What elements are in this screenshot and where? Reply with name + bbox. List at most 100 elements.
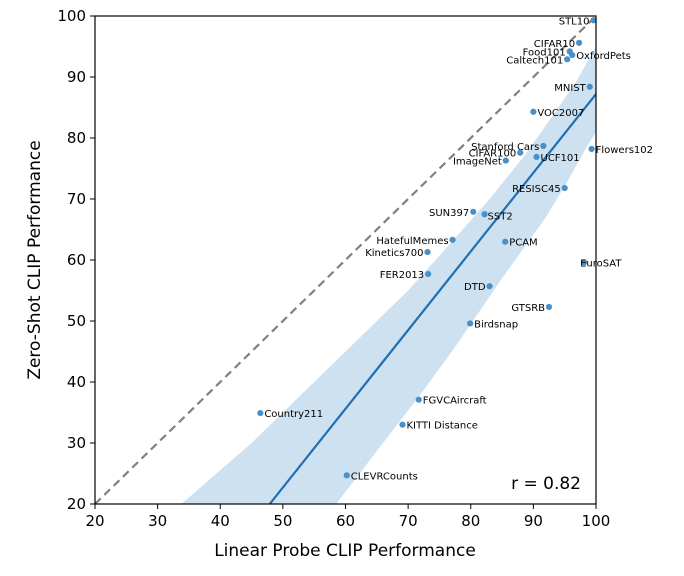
data-point bbox=[586, 83, 593, 90]
data-point-label: Flowers102 bbox=[596, 145, 653, 156]
data-point bbox=[399, 421, 406, 428]
x-tick-label: 50 bbox=[273, 512, 292, 530]
regression-fit-line bbox=[268, 93, 596, 504]
data-point-label: HatefulMemes bbox=[376, 236, 448, 247]
data-point-group: CLEVRCounts bbox=[343, 471, 418, 482]
data-point-label: EuroSAT bbox=[580, 258, 622, 269]
data-point-label: SST2 bbox=[488, 211, 513, 222]
data-point-group: STL10 bbox=[559, 16, 597, 27]
x-tick-label: 70 bbox=[399, 512, 418, 530]
data-point-label: ImageNet bbox=[453, 157, 502, 168]
data-point-label: Country211 bbox=[264, 409, 323, 420]
data-point-label: OxfordPets bbox=[576, 51, 631, 62]
x-tick-label: 80 bbox=[461, 512, 480, 530]
data-point bbox=[343, 472, 350, 479]
data-point bbox=[540, 142, 547, 150]
axis-labels: Linear Probe CLIP Performance Zero-Shot … bbox=[25, 140, 581, 561]
data-point bbox=[533, 153, 540, 161]
data-point-label: KITTI Distance bbox=[406, 421, 477, 432]
data-point-label: Stanford Cars bbox=[471, 142, 539, 153]
y-tick-label: 60 bbox=[67, 251, 86, 269]
data-point-label: CIFAR10 bbox=[534, 39, 575, 50]
data-point-group: Birdsnap bbox=[467, 319, 518, 330]
x-tick-label: 30 bbox=[148, 512, 167, 530]
data-point bbox=[486, 283, 493, 290]
data-point-group: OxfordPets bbox=[569, 51, 631, 62]
data-point bbox=[467, 320, 474, 327]
axis-ticks: 20 30 40 50 60 70 80 90 100 20 30 40 50 60 70 80 90 100 bbox=[57, 7, 610, 530]
data-point-group: ImageNet bbox=[453, 157, 509, 168]
data-point-group: CIFAR100 bbox=[469, 149, 524, 160]
x-axis-title: Linear Probe CLIP Performance bbox=[214, 541, 476, 561]
data-point-label: Caltech101 bbox=[506, 55, 563, 66]
data-point bbox=[481, 211, 488, 218]
data-point-group: HatefulMemes bbox=[376, 236, 456, 247]
data-point bbox=[530, 108, 537, 115]
confidence-band bbox=[181, 46, 596, 504]
data-point-group: CIFAR10 bbox=[534, 39, 583, 50]
data-point-label: SUN397 bbox=[429, 208, 469, 219]
data-point-label: GTSRB bbox=[511, 303, 545, 314]
data-point bbox=[545, 303, 553, 311]
data-point-group: SUN397 bbox=[429, 208, 477, 219]
x-tick-label: 90 bbox=[524, 512, 543, 530]
data-point-group: Country211 bbox=[257, 409, 323, 420]
data-point-label: UCF101 bbox=[541, 153, 580, 164]
data-point-group: KITTI Distance bbox=[399, 421, 478, 432]
data-point bbox=[561, 184, 568, 192]
data-point bbox=[415, 396, 422, 403]
data-point-label: Birdsnap bbox=[474, 319, 518, 330]
data-point-group: RESISC45 bbox=[512, 184, 568, 195]
plot-area bbox=[95, 16, 596, 504]
data-point bbox=[581, 259, 588, 266]
data-point-group: Flowers102 bbox=[588, 145, 653, 156]
data-point bbox=[588, 145, 595, 153]
data-point bbox=[470, 208, 477, 215]
data-point-group: Caltech101 bbox=[506, 55, 571, 66]
data-point bbox=[449, 236, 456, 243]
y-tick-label: 80 bbox=[67, 129, 86, 147]
data-point bbox=[502, 157, 509, 164]
data-point-label: VOC2007 bbox=[537, 108, 584, 119]
y-tick-label: 20 bbox=[67, 495, 86, 513]
data-point-group: Stanford Cars bbox=[471, 142, 547, 153]
correlation-annotation: r = 0.82 bbox=[511, 474, 581, 494]
data-point bbox=[257, 410, 264, 417]
data-point-group: MNIST bbox=[554, 83, 593, 94]
data-point bbox=[569, 51, 576, 59]
data-point-label: STL10 bbox=[559, 16, 590, 27]
x-tick-label: 60 bbox=[336, 512, 355, 530]
data-point bbox=[564, 56, 571, 63]
data-point-group: GTSRB bbox=[511, 303, 553, 314]
data-point-group: PCAM bbox=[502, 238, 538, 249]
y-tick-label: 40 bbox=[67, 373, 86, 391]
data-point-group: Kinetics700 bbox=[365, 248, 431, 259]
data-point-group: VOC2007 bbox=[530, 108, 584, 119]
data-point-label: FGVCAircraft bbox=[423, 396, 487, 407]
data-point-label: CLEVRCounts bbox=[351, 471, 418, 482]
x-tick-label: 40 bbox=[211, 512, 230, 530]
data-point-label: CIFAR100 bbox=[469, 149, 517, 160]
data-point-label: MNIST bbox=[554, 83, 586, 94]
data-point bbox=[590, 17, 597, 24]
data-point bbox=[517, 149, 524, 156]
data-point-label: FER2013 bbox=[380, 270, 424, 281]
x-tick-label: 100 bbox=[582, 512, 611, 530]
data-point-label: DTD bbox=[464, 282, 486, 293]
data-point bbox=[425, 270, 432, 278]
data-point-group: DTD bbox=[464, 282, 493, 293]
y-axis-title: Zero-Shot CLIP Performance bbox=[25, 140, 45, 379]
data-point-group: UCF101 bbox=[533, 153, 580, 164]
data-point-label: Food101 bbox=[523, 47, 566, 58]
y-tick-label: 30 bbox=[67, 434, 86, 452]
data-point-label: PCAM bbox=[509, 238, 537, 249]
data-point bbox=[502, 238, 509, 245]
y-tick-label: 50 bbox=[67, 312, 86, 330]
y-tick-label: 70 bbox=[67, 190, 86, 208]
data-point-group: SST2 bbox=[481, 211, 513, 222]
x-tick-label: 20 bbox=[85, 512, 104, 530]
y-tick-label: 90 bbox=[67, 68, 86, 86]
data-point bbox=[575, 39, 583, 46]
